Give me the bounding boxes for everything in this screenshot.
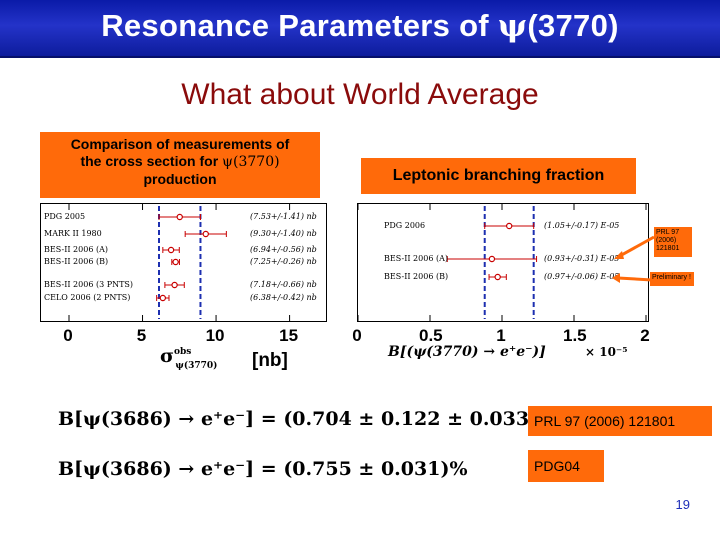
tick-label: 1 [496,326,506,345]
data-point [172,258,179,266]
entry-label: BES-II 2006 (B) [44,257,109,266]
axis-sigma: σ [160,345,175,367]
slide-subtitle: What about World Average [181,78,539,111]
branching-svg [358,204,647,321]
prelim-arrow [617,276,653,282]
formula-2-ref: PDG04 [528,450,604,482]
entry-value: (7.25+/-0.26) nb [250,257,317,266]
axis-sup: obs [174,347,192,357]
prl-note: PRL 97 (2006) 121801 [654,227,692,257]
right-axis-scale: × 10⁻⁵ [585,345,628,359]
entry-value: (6.94+/-0.56) nb [250,245,317,254]
tick-label: 5 [136,326,147,345]
entry-value: (6.38+/-0.42) nb [250,293,317,302]
entry-label: PDG 2006 [384,221,426,230]
entry-label: MARK II 1980 [44,229,102,238]
data-point [159,294,167,302]
tick-label: 2 [640,326,650,345]
left-axis-unit: [nb] [252,350,288,371]
title-suffix: (3770) [527,8,619,43]
prl-arrow [617,235,655,259]
entry-value: (0.97+/-0.06) E-05 [544,272,620,281]
page-number: 19 [675,497,690,512]
entry-label: PDG 2005 [44,212,86,221]
formula-1: B[ψ(3686) → e⁺e⁻] = (0.704 ± 0.122 ± 0.0… [58,408,557,430]
entry-label: CELO 2006 (2 PNTS) [44,293,131,302]
entry-label: BES-II 2006 (3 PNTS) [44,280,134,289]
cross-section-caption: Comparison of measurements of the cross … [40,132,320,198]
branching-plot: PDG 2006 (1.05+/-0.17) E-05 BES-II 2006 (A… [357,203,649,322]
caption-line-3: production [143,171,217,187]
data-point [176,213,183,221]
formula-1-ref: PRL 97 (2006) 121801 [528,406,712,436]
preliminary-note: Preliminary ! [650,272,694,286]
entry-value: (7.18+/-0.66) nb [250,280,317,289]
tick-label: 0 [63,326,73,345]
right-axis-title: B[(ψ(3770) → e⁺e⁻)] [388,344,546,360]
left-axis-title: σobs ψ(3770) [160,345,233,371]
entry-value: (9.30+/-1.40) nb [250,229,317,238]
data-point [488,255,496,263]
tick-label: 10 [205,326,225,345]
caption-line-1: Comparison of measurements of [70,136,290,152]
entry-value: (7.53+/-1.41) nb [250,212,317,221]
entry-label: BES-II 2006 (B) [384,272,449,281]
tick-label: 15 [279,326,299,345]
caption-psi: ψ(3770) [222,154,280,170]
formula-2: B[ψ(3686) → e⁺e⁻] = (0.755 ± 0.031)% [58,458,468,480]
data-point [171,281,178,289]
entry-value: (1.05+/-0.17) E-05 [544,221,620,230]
tick-label: 0 [352,326,362,345]
title-prefix: Resonance Parameters of [101,8,498,43]
data-point [505,222,513,230]
entry-label: BES-II 2006 (A) [44,245,108,254]
title-bar: Resonance Parameters of ψ(3770) [0,0,720,58]
note-arrows [612,235,655,283]
entry-value: (0.93+/-0.31) E-05 [544,254,620,263]
data-point [167,246,175,254]
tick-label: 1.5 [563,326,587,345]
prl-arrow-head [614,251,624,259]
leptonic-caption: Leptonic branching fraction [361,158,636,194]
prelim-arrow-head [612,273,620,283]
tick-label: 0.5 [419,326,443,345]
slide-title: Resonance Parameters of ψ(3770) [0,8,720,44]
data-point [202,230,209,238]
title-psi: ψ [497,8,528,44]
caption-line-2: the cross section for [80,153,223,169]
axis-sub: ψ(3770) [175,361,218,371]
entry-label: BES-II 2006 (A) [384,254,448,263]
data-point [494,273,501,281]
cross-section-plot: PDG 2005 (7.53+/-1.41) nb MARK II 1980 (9.3… [40,203,327,322]
cross-section-svg [68,204,291,321]
